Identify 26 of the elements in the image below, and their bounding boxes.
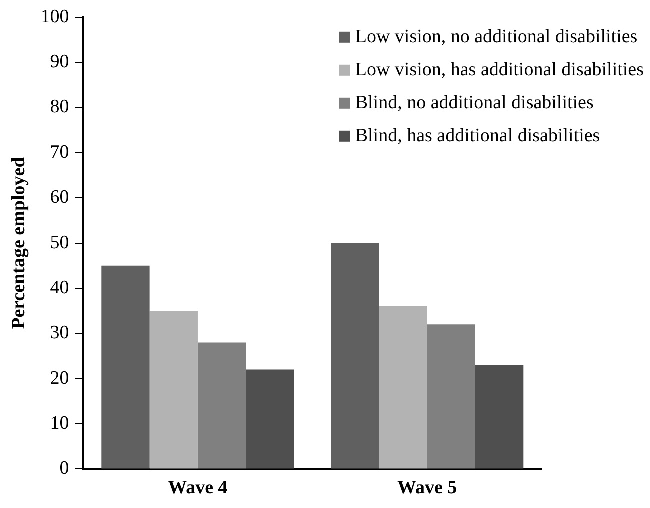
bar: [475, 365, 524, 469]
bar: [246, 370, 294, 469]
y-axis-title: Percentage employed: [8, 156, 30, 330]
legend-label: Low vision, no additional disabilities: [355, 26, 638, 48]
y-tick-label: 40: [50, 277, 70, 298]
y-tick-label: 60: [50, 187, 70, 208]
x-tick-label: Wave 5: [398, 478, 458, 499]
y-tick-label: 10: [50, 413, 70, 434]
y-tick-label: 90: [50, 52, 70, 73]
x-tick-label: Wave 4: [168, 478, 228, 499]
y-tick-label: 30: [50, 322, 70, 344]
bar: [427, 324, 476, 469]
bar: [331, 243, 380, 469]
bar: [150, 311, 198, 469]
bar: [102, 266, 150, 469]
y-tick-label: 100: [40, 6, 70, 28]
legend-label: Blind, has additional disabilities: [355, 125, 600, 146]
y-tick-label: 70: [50, 142, 70, 163]
bar: [198, 342, 246, 469]
y-tick-label: 50: [50, 232, 70, 254]
y-tick-label: 20: [50, 368, 70, 389]
legend-label: Blind, no additional disabilities: [355, 92, 594, 114]
y-tick-label: 80: [50, 96, 70, 118]
y-tick-label: 0: [60, 458, 70, 480]
legend-label: Low vision, has additional disabilities: [355, 59, 644, 80]
bar: [379, 306, 428, 469]
